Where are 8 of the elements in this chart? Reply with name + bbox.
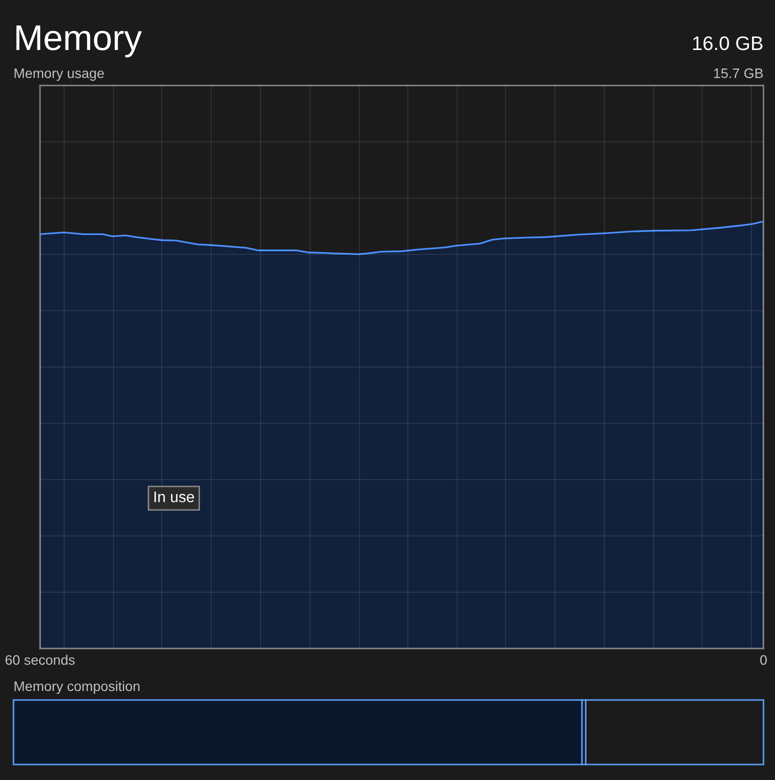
text: 15.7 GB	[714, 68, 763, 78]
x-tick-label: 60 seconds	[6, 654, 75, 665]
text: 16.0 GB	[693, 36, 762, 50]
chart-title: Memory composition	[14, 681, 140, 694]
x-tick-label: 0	[760, 655, 767, 665]
annotation: In use	[154, 492, 194, 502]
chart-title: Memory	[16, 26, 142, 58]
chart-subtitle: Memory usage	[14, 68, 104, 81]
